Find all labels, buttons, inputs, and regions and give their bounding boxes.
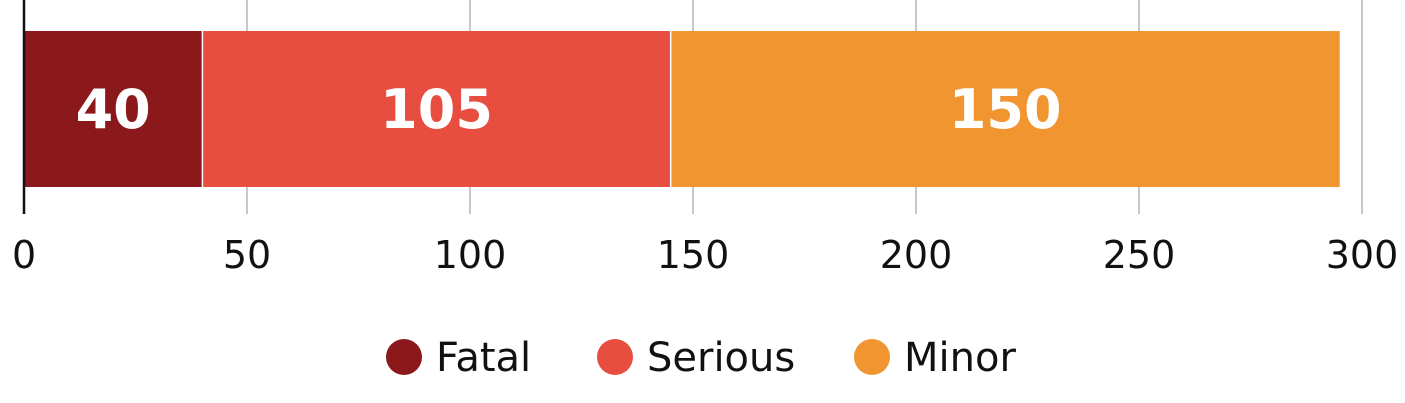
legend-swatch	[597, 339, 633, 375]
legend: Fatal Serious Minor	[386, 335, 1016, 381]
data-label: 105	[380, 78, 493, 141]
x-tick-label: 300	[1326, 233, 1399, 277]
legend-item-minor: Minor	[854, 335, 1016, 381]
data-label: 40	[76, 78, 151, 141]
bar-segment-fatal	[24, 31, 203, 187]
bar-segment-minor	[670, 31, 1340, 187]
data-label: 150	[949, 78, 1062, 141]
legend-item-serious: Serious	[597, 335, 795, 381]
x-tick-label: 100	[434, 233, 507, 277]
legend-label: Fatal	[436, 335, 531, 381]
legend-swatch	[854, 339, 890, 375]
legend-swatch	[386, 339, 422, 375]
x-tick-label: 200	[880, 233, 953, 277]
bar-segment-serious	[202, 31, 671, 187]
x-tick-label: 50	[223, 233, 271, 277]
x-tick-label: 0	[12, 233, 36, 277]
x-tick-label: 150	[657, 233, 730, 277]
x-tick-label: 250	[1103, 233, 1176, 277]
legend-item-fatal: Fatal	[386, 335, 531, 381]
bars: 40 105 150	[24, 31, 1340, 187]
x-axis: 0 50 100 150 200 250 300	[12, 0, 1398, 277]
legend-label: Minor	[904, 335, 1016, 381]
legend-label: Serious	[647, 335, 795, 381]
